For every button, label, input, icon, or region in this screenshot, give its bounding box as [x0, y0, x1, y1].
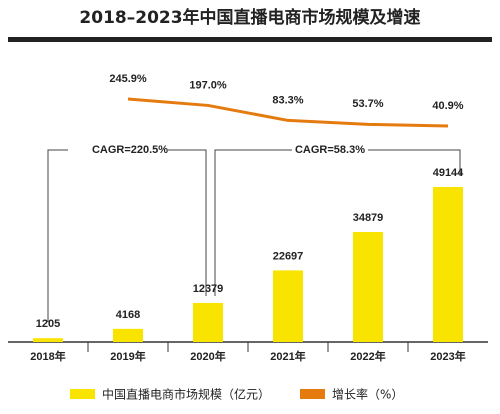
bar	[193, 302, 223, 342]
annotation: CAGR=58.3%	[295, 144, 365, 156]
data-label: 197.0%	[189, 79, 227, 91]
data-label: 34879	[353, 212, 384, 224]
bar	[273, 270, 303, 342]
data-label: 1205	[36, 318, 60, 330]
x-tick-label: 2020年	[190, 349, 225, 363]
cagr-bracket	[214, 149, 461, 296]
data-label: 245.9%	[109, 73, 147, 85]
chart-title: 2018–2023年中国直播电商市场规模及增速	[79, 7, 420, 28]
cagr-bracket	[47, 149, 207, 322]
legend-swatch	[70, 389, 95, 399]
data-label: 83.3%	[272, 94, 303, 106]
data-label: 49144	[433, 167, 464, 179]
line	[127, 97, 449, 128]
data-label: 12379	[193, 283, 224, 295]
x-tick-label: 2019年	[110, 349, 145, 363]
data-label: 53.7%	[352, 98, 383, 110]
legend-swatch	[300, 389, 325, 399]
data-label: 22697	[273, 250, 304, 262]
annotation: CAGR=220.5%	[92, 144, 168, 156]
bar	[433, 186, 463, 342]
bar	[113, 328, 143, 342]
legend-label: 增长率（%）	[332, 387, 403, 402]
bar	[33, 338, 63, 342]
x-tick-label: 2021年	[270, 349, 305, 363]
data-label: 40.9%	[432, 100, 463, 112]
x-tick-label: 2018年	[30, 349, 65, 363]
title-rule	[8, 37, 492, 42]
data-label: 4168	[116, 309, 140, 321]
bar	[353, 231, 383, 342]
x-tick-label: 2023年	[430, 349, 465, 363]
x-tick-label: 2022年	[350, 349, 385, 363]
legend-label: 中国直播电商市场规模（亿元）	[102, 387, 270, 402]
